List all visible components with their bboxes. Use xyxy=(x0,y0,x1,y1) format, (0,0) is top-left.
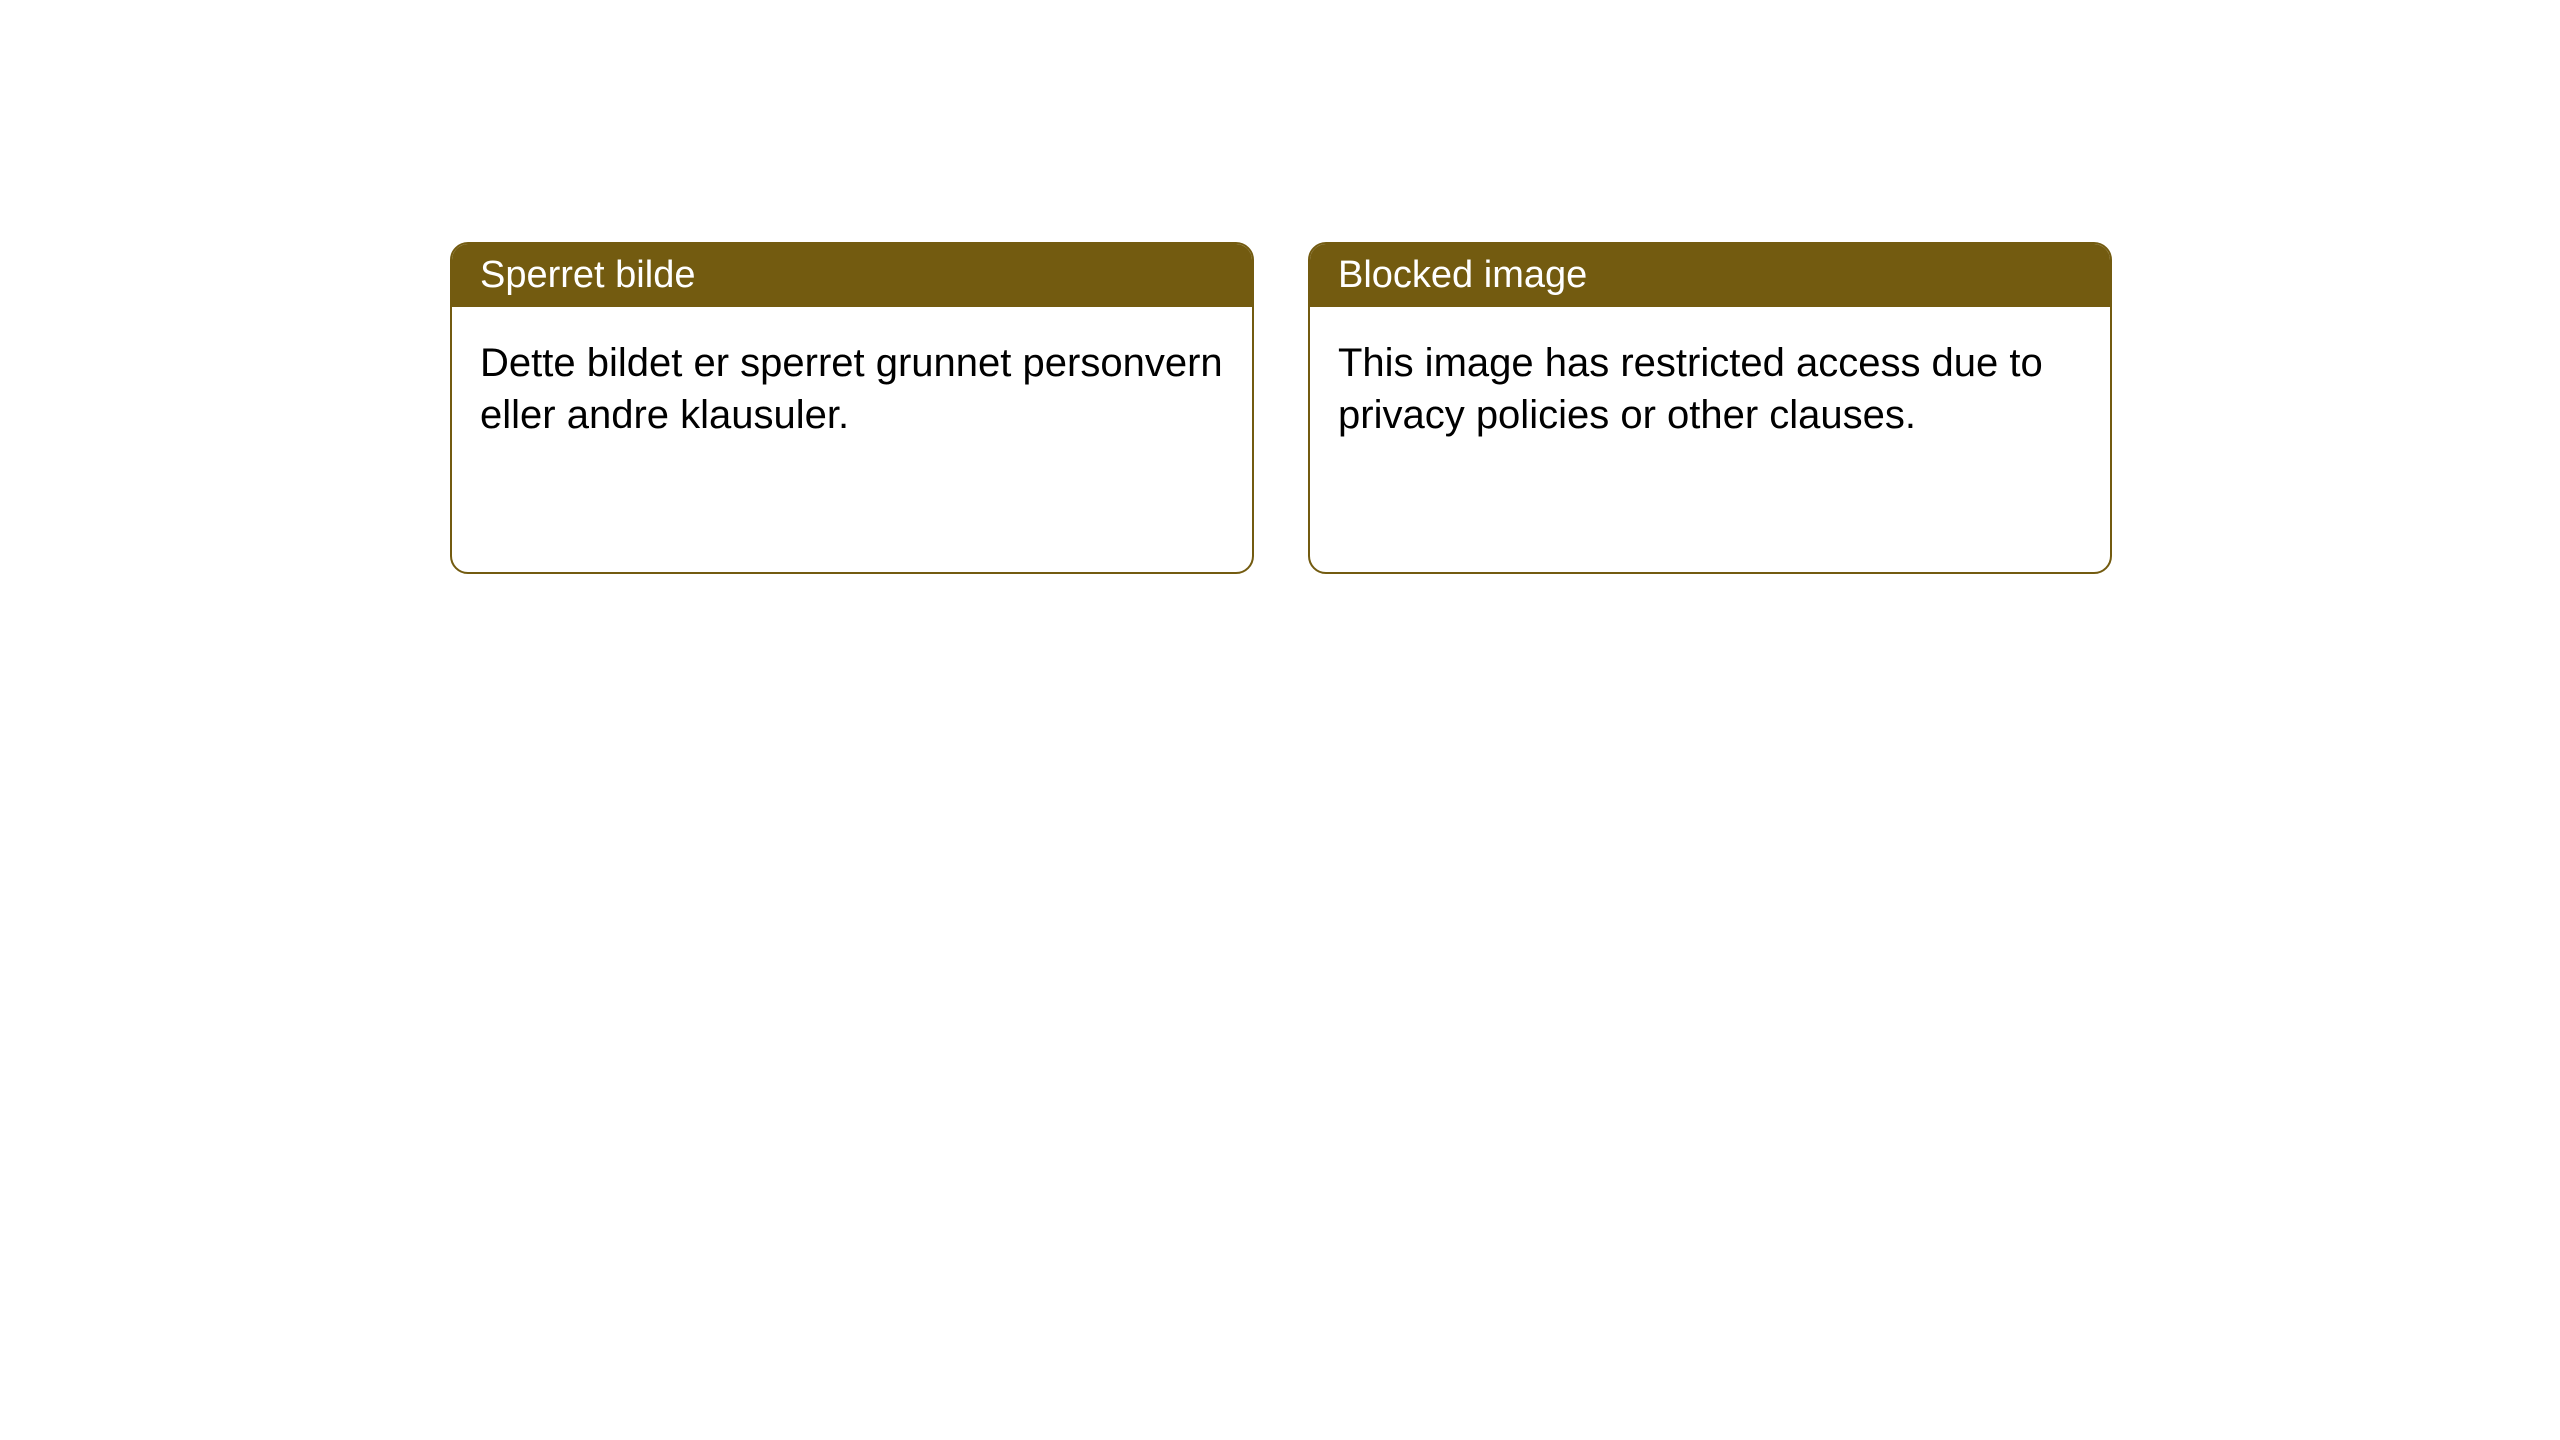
notice-header-no: Sperret bilde xyxy=(452,244,1252,307)
notice-body-no: Dette bildet er sperret grunnet personve… xyxy=(452,307,1252,471)
notice-container: Sperret bilde Dette bildet er sperret gr… xyxy=(0,0,2560,574)
notice-body-en: This image has restricted access due to … xyxy=(1310,307,2110,471)
notice-card-en: Blocked image This image has restricted … xyxy=(1308,242,2112,574)
notice-header-en: Blocked image xyxy=(1310,244,2110,307)
notice-text-no: Dette bildet er sperret grunnet personve… xyxy=(480,341,1223,437)
notice-title-en: Blocked image xyxy=(1338,254,1587,296)
notice-title-no: Sperret bilde xyxy=(480,254,695,296)
notice-card-no: Sperret bilde Dette bildet er sperret gr… xyxy=(450,242,1254,574)
notice-text-en: This image has restricted access due to … xyxy=(1338,341,2043,437)
